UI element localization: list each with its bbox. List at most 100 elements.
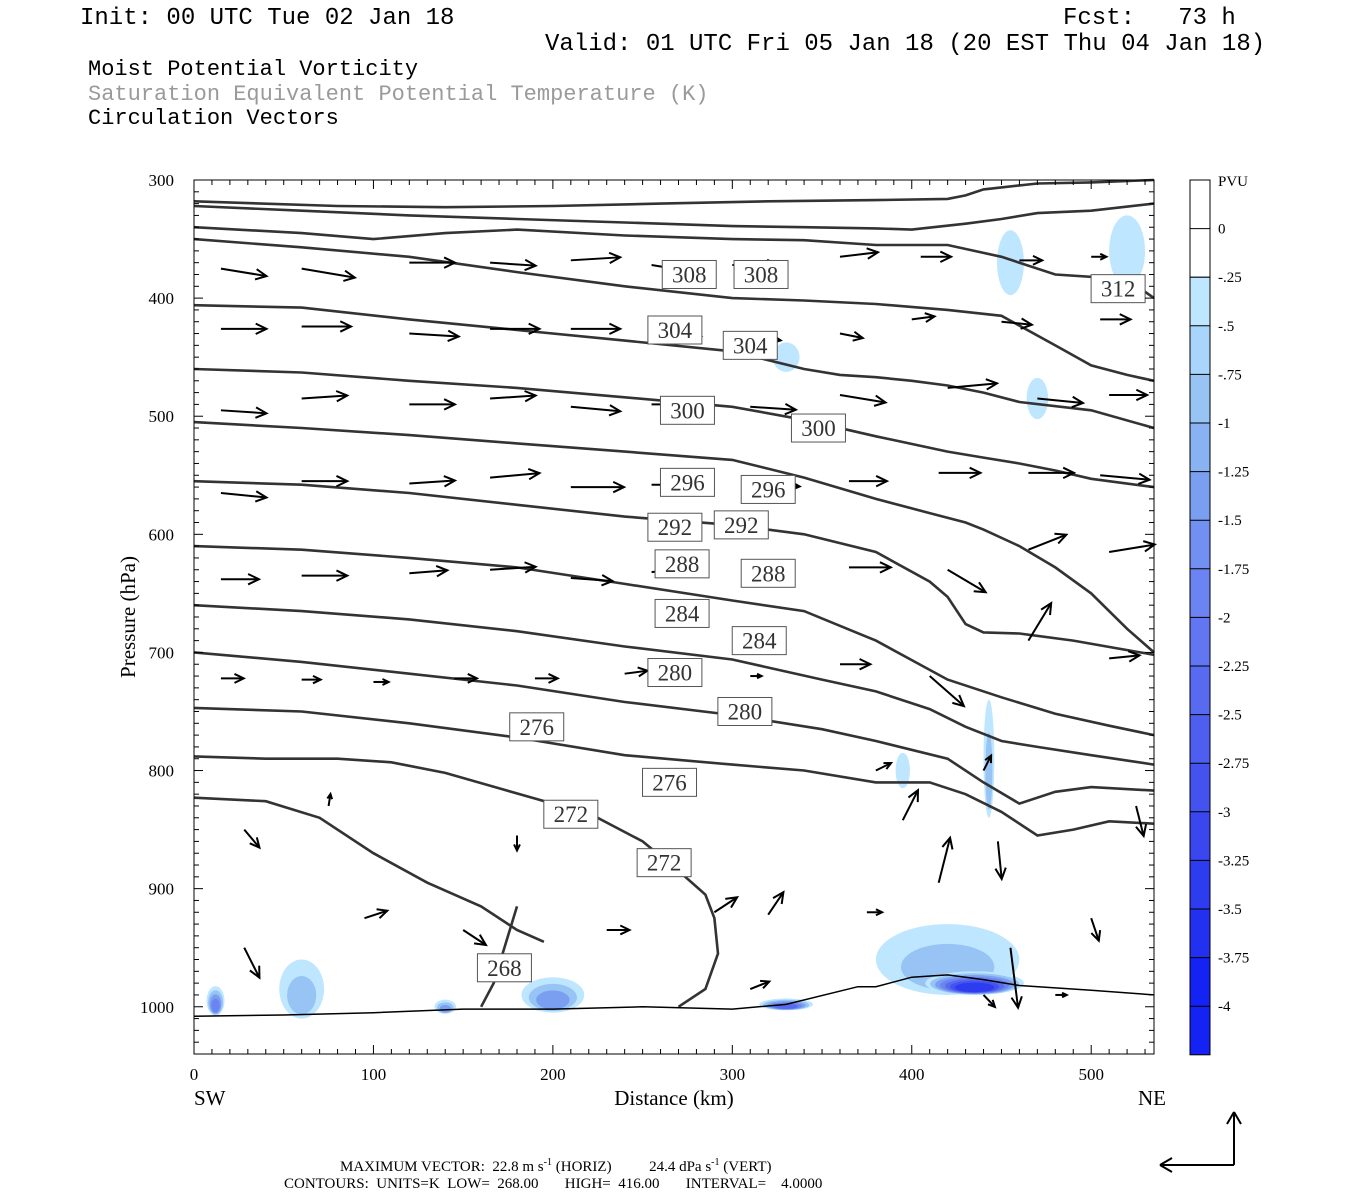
vector-head — [987, 999, 997, 1009]
circulation-vector — [326, 791, 334, 807]
contour-label-text: 280 — [728, 699, 763, 724]
vector-head — [435, 565, 450, 578]
y-tick-label: 600 — [149, 525, 175, 544]
theta-e-contour — [193, 202, 1155, 231]
vector-head — [608, 322, 623, 335]
circulation-vector — [513, 835, 521, 853]
pv-shading-blob — [211, 998, 220, 1013]
vector-shaft — [839, 393, 886, 404]
vector-shaft — [982, 755, 993, 771]
contour-label-box — [647, 658, 703, 688]
circulation-vector — [920, 250, 954, 263]
contour-label-box — [636, 848, 692, 878]
vector-head — [254, 268, 269, 281]
vector-head — [985, 378, 1000, 391]
vector-head — [1090, 929, 1102, 943]
circulation-vector — [490, 390, 538, 403]
vector-head — [772, 890, 785, 905]
contour-label: 312 — [1090, 274, 1146, 304]
vector-shaft — [1028, 533, 1067, 551]
vector-head — [443, 398, 458, 411]
vector-head — [343, 269, 358, 282]
circulation-vector — [1001, 317, 1035, 330]
y-tick-label: 800 — [149, 762, 175, 781]
vector-shaft — [1001, 320, 1032, 326]
vector-head — [524, 258, 538, 272]
circulation-vector — [749, 979, 772, 990]
vector-head — [249, 837, 261, 850]
circulation-vector — [570, 251, 623, 265]
vector-head — [852, 330, 866, 342]
vector-shaft — [220, 267, 267, 278]
contour-label: 288 — [654, 549, 710, 579]
colorbar-swatch — [1190, 957, 1210, 1007]
vector-head — [1099, 252, 1109, 261]
colorbar-label: -3.75 — [1218, 951, 1249, 967]
circulation-vector — [1019, 254, 1045, 266]
vector-head — [447, 329, 462, 343]
circulation-vector — [839, 658, 873, 671]
vector-head — [1020, 317, 1035, 330]
theta-e-contour — [193, 303, 1155, 430]
contour-label-box — [661, 259, 717, 289]
circulation-vector — [1028, 532, 1069, 551]
colorbar-label: -1.5 — [1218, 513, 1242, 529]
vector-shaft — [1135, 805, 1145, 837]
contour-label: 272 — [543, 799, 599, 829]
vector-head — [467, 673, 480, 684]
contour-label: 296 — [740, 474, 796, 504]
contour-label-box — [509, 712, 565, 742]
vector-head — [1127, 650, 1142, 663]
contour-label-box — [659, 467, 715, 497]
contour-labels: 268 272 272 276 276 280 280 284 284 288 288 292 292 2… — [476, 259, 1146, 983]
circulation-vector — [1091, 252, 1109, 261]
vector-head — [336, 569, 350, 582]
circulation-vector — [409, 256, 458, 269]
vector-shaft — [220, 491, 267, 499]
contour-label-box — [733, 259, 789, 289]
contour-label: 304 — [722, 330, 778, 360]
vector-head — [1032, 254, 1045, 266]
contour-label-box — [740, 558, 796, 588]
vector-head — [952, 694, 966, 708]
y-axis-title: Pressure (hPa) — [116, 556, 140, 678]
colorbar-swatch — [1190, 763, 1210, 812]
vector-shaft — [947, 568, 987, 594]
circulation-vector — [767, 890, 785, 916]
x-tick-label: 300 — [720, 1065, 746, 1084]
circulation-vector — [938, 466, 983, 480]
x-tick-label: 0 — [190, 1065, 199, 1084]
vector-head — [234, 673, 247, 684]
circulation-vector — [947, 568, 988, 594]
colorbar-swatch — [1190, 374, 1210, 423]
circulation-vector — [1108, 540, 1158, 554]
circulation-vector — [489, 467, 542, 481]
colorbar-label: -3.25 — [1218, 853, 1249, 869]
colorbar-swatch — [1190, 471, 1210, 521]
contour-label: 268 — [476, 953, 532, 983]
theta-e-contour — [193, 544, 1155, 737]
vector-head — [1142, 540, 1158, 553]
circulation-vector — [364, 908, 390, 920]
pv-shading-blob — [772, 342, 800, 372]
contour-label-box — [1090, 274, 1146, 304]
vector-head — [255, 406, 269, 419]
vector-head — [524, 561, 538, 574]
vector-head — [875, 908, 885, 917]
circulation-vector — [490, 561, 538, 574]
colorbar-label: -2 — [1218, 610, 1231, 626]
vector-head — [1135, 388, 1150, 402]
colorbar-swatch — [1190, 860, 1210, 909]
vector-shaft — [409, 332, 459, 338]
vector-head — [1135, 824, 1148, 839]
contour-label-text: 288 — [751, 561, 786, 586]
vector-shaft — [767, 891, 785, 916]
contour-label-text: 280 — [658, 661, 693, 686]
vector-shaft — [947, 382, 998, 389]
y-tick-label: 400 — [149, 289, 175, 308]
vector-shaft — [1037, 397, 1084, 404]
vector-shaft — [301, 267, 356, 279]
contour-label: 272 — [636, 848, 692, 878]
circulation-vector — [220, 267, 269, 281]
vector-head — [612, 480, 627, 494]
